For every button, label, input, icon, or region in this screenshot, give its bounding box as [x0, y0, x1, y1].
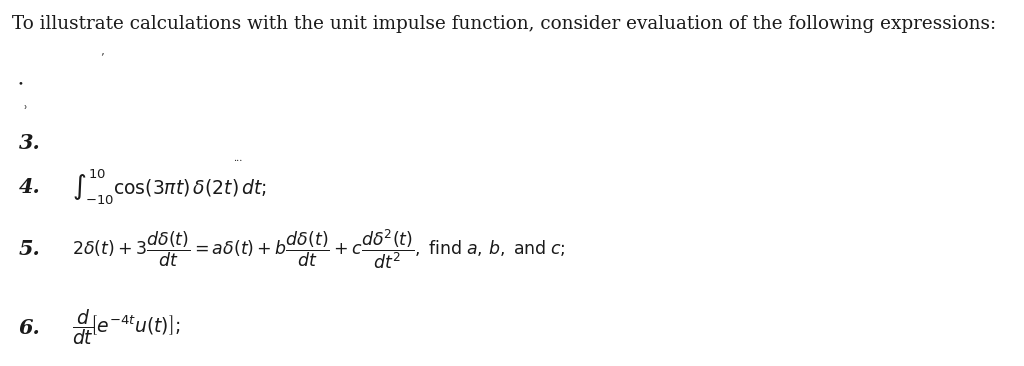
Text: To illustrate calculations with the unit impulse function, consider evaluation o: To illustrate calculations with the unit… — [12, 15, 996, 33]
Text: $\dfrac{d}{dt}\!\left[e^{-4t}u(t)\right];$: $\dfrac{d}{dt}\!\left[e^{-4t}u(t)\right]… — [72, 308, 180, 347]
Text: $2\delta(t)+3\dfrac{d\delta(t)}{dt} = a\delta(t)+b\dfrac{d\delta(t)}{dt}+c\dfrac: $2\delta(t)+3\dfrac{d\delta(t)}{dt} = a\… — [72, 227, 565, 271]
Text: ’: ’ — [100, 52, 104, 62]
Text: 6.: 6. — [18, 318, 40, 337]
Text: $\int_{-10}^{10} \cos(3\pi t)\,\delta(2t)\,dt;$: $\int_{-10}^{10} \cos(3\pi t)\,\delta(2t… — [72, 167, 266, 206]
Text: ...: ... — [232, 154, 243, 163]
Text: •: • — [17, 80, 24, 89]
Text: 4.: 4. — [18, 177, 40, 197]
Text: 3.: 3. — [18, 133, 40, 153]
Text: ʾ: ʾ — [24, 105, 28, 118]
Text: 5.: 5. — [18, 239, 40, 259]
